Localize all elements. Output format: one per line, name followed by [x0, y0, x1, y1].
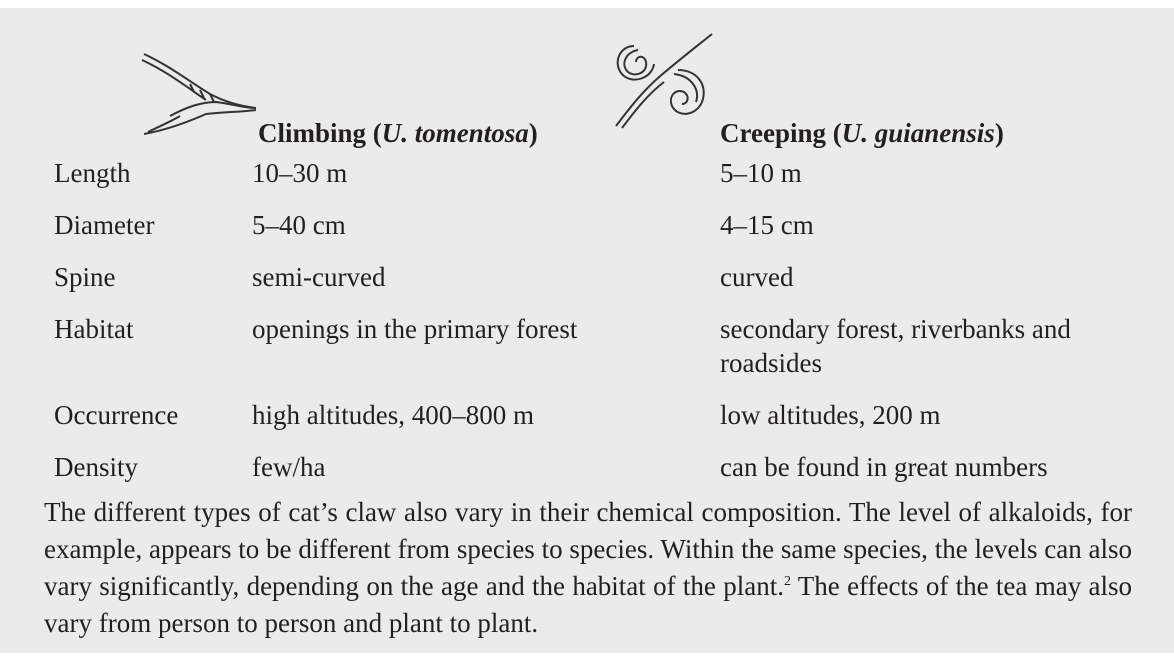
species-name: U. tomentosa	[381, 118, 529, 148]
header-text: )	[528, 118, 538, 148]
header-text: Climbing (	[258, 118, 382, 148]
column-header: Climbing (U. tomentosa)	[252, 116, 720, 156]
page: Climbing (U. tomentosa) Creeping (U. guia…	[0, 8, 1174, 653]
footnote-ref: 2	[783, 574, 791, 589]
column-header: Creeping (U. guianensis)	[720, 116, 1130, 156]
table-cell: curved	[720, 262, 794, 292]
header-text: )	[994, 118, 1004, 148]
creeping-spine-icon	[615, 33, 713, 129]
table-cell: semi-curved	[252, 262, 386, 292]
row-label: Diameter	[54, 210, 155, 240]
table-cell: few/ha	[252, 452, 326, 482]
header-spacer	[54, 116, 252, 156]
table-cell: secondary forest, riverbanks and roadsid…	[720, 314, 1071, 378]
table-cell: high altitudes, 400–800 m	[252, 400, 534, 430]
row-label: Habitat	[54, 314, 134, 344]
table-cell: can be found in great numbers	[720, 452, 1048, 482]
header-text: Creeping (	[720, 118, 842, 148]
paragraph-text: The effects of the tea may also vary fro…	[44, 571, 1132, 638]
comparison-table: Climbing (U. tomentosa) Creeping (U. guia…	[54, 116, 1134, 502]
table-cell: 10–30 m	[252, 158, 348, 188]
species-name: U. guianensis	[841, 118, 995, 148]
table-cell: 5–40 cm	[252, 210, 346, 240]
table-cell: low altitudes, 200 m	[720, 400, 941, 430]
table-cell: 5–10 m	[720, 158, 802, 188]
paragraph-text: The different types of cat’s claw also v…	[44, 497, 1132, 601]
row-label: Length	[54, 158, 131, 188]
climbing-spine-icon	[141, 53, 257, 135]
body-paragraph: The different types of cat’s claw also v…	[44, 494, 1132, 642]
table-cell: openings in the primary forest	[252, 314, 578, 344]
row-label: Spine	[54, 262, 116, 292]
table-cell: 4–15 cm	[720, 210, 814, 240]
row-label: Density	[54, 452, 138, 482]
row-label: Occurrence	[54, 400, 179, 430]
